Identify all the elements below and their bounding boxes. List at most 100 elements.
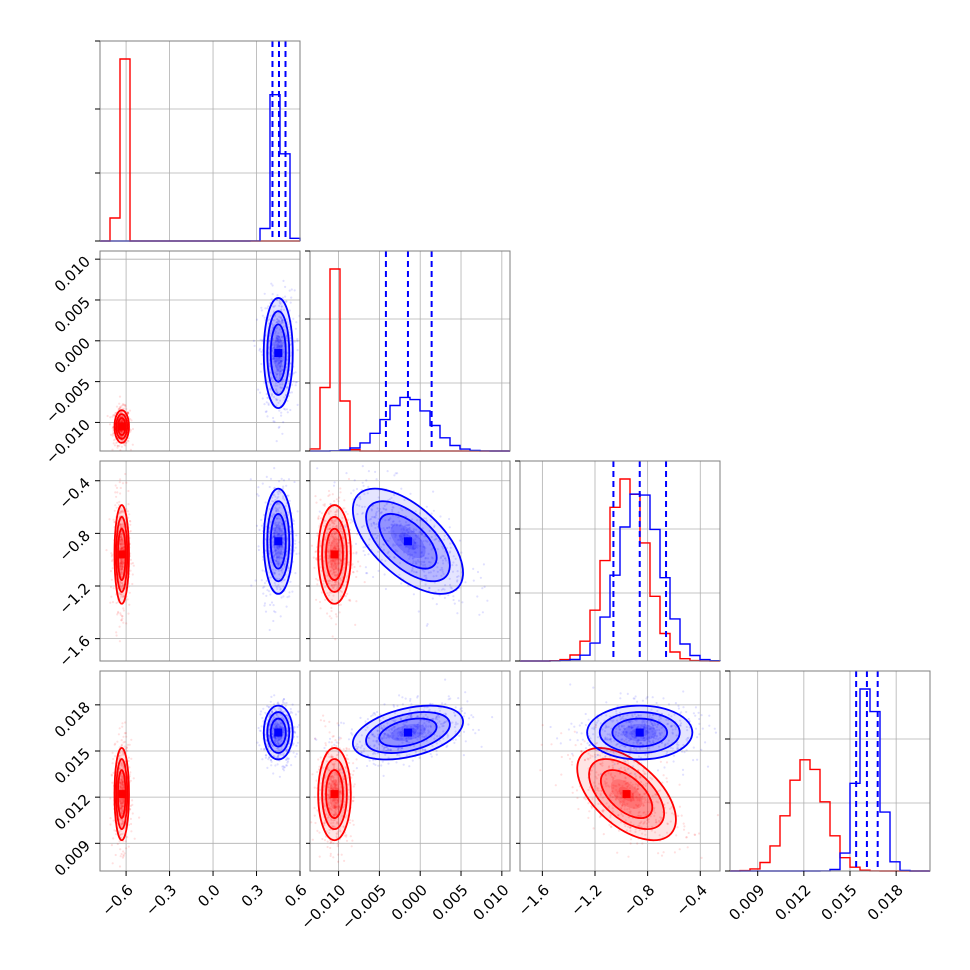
sample-point <box>441 702 444 705</box>
sample-point <box>285 408 289 411</box>
sample-point <box>328 783 331 786</box>
sample-point <box>331 755 334 758</box>
sample-point <box>341 815 344 818</box>
sample-point <box>332 777 335 780</box>
sample-point <box>426 623 429 626</box>
sample-point <box>268 712 271 715</box>
sample-point <box>329 569 332 573</box>
sample-point <box>412 730 415 733</box>
sample-point <box>279 615 282 618</box>
sample-point <box>323 538 326 541</box>
sample-point <box>396 550 399 553</box>
sample-point <box>121 776 124 779</box>
sample-point <box>120 435 124 439</box>
sample-point <box>276 318 279 321</box>
sample-point <box>399 747 402 750</box>
sample-point <box>129 430 132 433</box>
sample-point <box>331 521 334 525</box>
sample-point <box>361 465 364 468</box>
sample-point <box>379 713 382 716</box>
sample-point <box>451 564 454 567</box>
sample-point <box>271 710 274 714</box>
sample-point <box>126 411 129 414</box>
sample-point <box>121 581 124 585</box>
sample-point <box>268 714 271 717</box>
sample-point <box>277 369 280 373</box>
density-peak <box>117 422 126 431</box>
sample-point <box>339 771 342 775</box>
sample-point <box>431 557 434 560</box>
sample-point <box>120 563 123 566</box>
sample-point <box>272 556 275 559</box>
sample-point <box>273 741 276 744</box>
sample-point <box>323 822 326 825</box>
sample-point <box>335 513 338 516</box>
sample-point <box>271 744 274 748</box>
sample-point <box>279 359 282 362</box>
sample-point <box>268 387 271 390</box>
density-contour <box>269 717 287 748</box>
sample-point <box>454 714 457 717</box>
sample-point <box>286 399 289 403</box>
sample-point <box>279 361 282 364</box>
sample-point <box>342 722 345 725</box>
sample-point <box>352 571 355 574</box>
sample-point <box>119 548 122 551</box>
sample-point <box>273 694 276 697</box>
sample-point <box>271 732 274 736</box>
sample-point <box>110 560 114 563</box>
sample-point <box>277 342 280 345</box>
sample-point <box>117 503 120 506</box>
sample-point <box>121 562 124 565</box>
sample-point <box>279 302 282 305</box>
sample-point <box>120 419 123 423</box>
sample-point <box>294 546 297 549</box>
sample-point <box>462 754 465 757</box>
sample-point <box>276 363 279 366</box>
sample-point <box>422 561 425 564</box>
sample-point <box>387 748 390 751</box>
sample-point <box>118 786 121 789</box>
sample-point <box>264 307 267 310</box>
sample-point <box>333 547 336 550</box>
sample-point <box>329 559 332 563</box>
sample-point <box>330 565 333 568</box>
sample-point <box>329 510 332 513</box>
sample-point <box>282 595 285 598</box>
sample-point <box>328 493 331 496</box>
sample-point <box>409 555 412 558</box>
sample-point <box>118 407 121 410</box>
sample-point <box>419 519 422 522</box>
sample-point <box>332 763 335 766</box>
sample-point <box>115 495 118 498</box>
sample-point <box>414 751 417 754</box>
sample-point <box>367 543 370 546</box>
sample-point <box>443 538 446 541</box>
sample-point <box>275 370 278 373</box>
sample-point <box>346 574 349 578</box>
sample-point <box>330 584 334 587</box>
sample-point <box>315 501 318 504</box>
sample-point <box>328 769 331 772</box>
density-contour <box>266 500 291 583</box>
sample-point <box>391 506 394 509</box>
sample-point <box>111 558 114 561</box>
sample-point <box>120 822 123 825</box>
sample-point <box>319 544 322 547</box>
sample-point <box>266 744 270 748</box>
sample-point <box>397 538 400 542</box>
sample-point <box>269 593 272 596</box>
sample-point <box>347 783 350 786</box>
sample-point <box>377 742 380 746</box>
sample-point <box>111 567 114 570</box>
sample-point <box>281 553 284 556</box>
sample-point <box>332 782 335 785</box>
sample-point <box>330 532 333 535</box>
sample-point <box>268 723 271 726</box>
sample-point <box>253 344 256 347</box>
sample-point <box>122 539 125 542</box>
sample-point <box>273 546 276 549</box>
density-contour <box>317 504 352 605</box>
sample-point <box>283 514 286 517</box>
sample-point <box>344 523 347 526</box>
